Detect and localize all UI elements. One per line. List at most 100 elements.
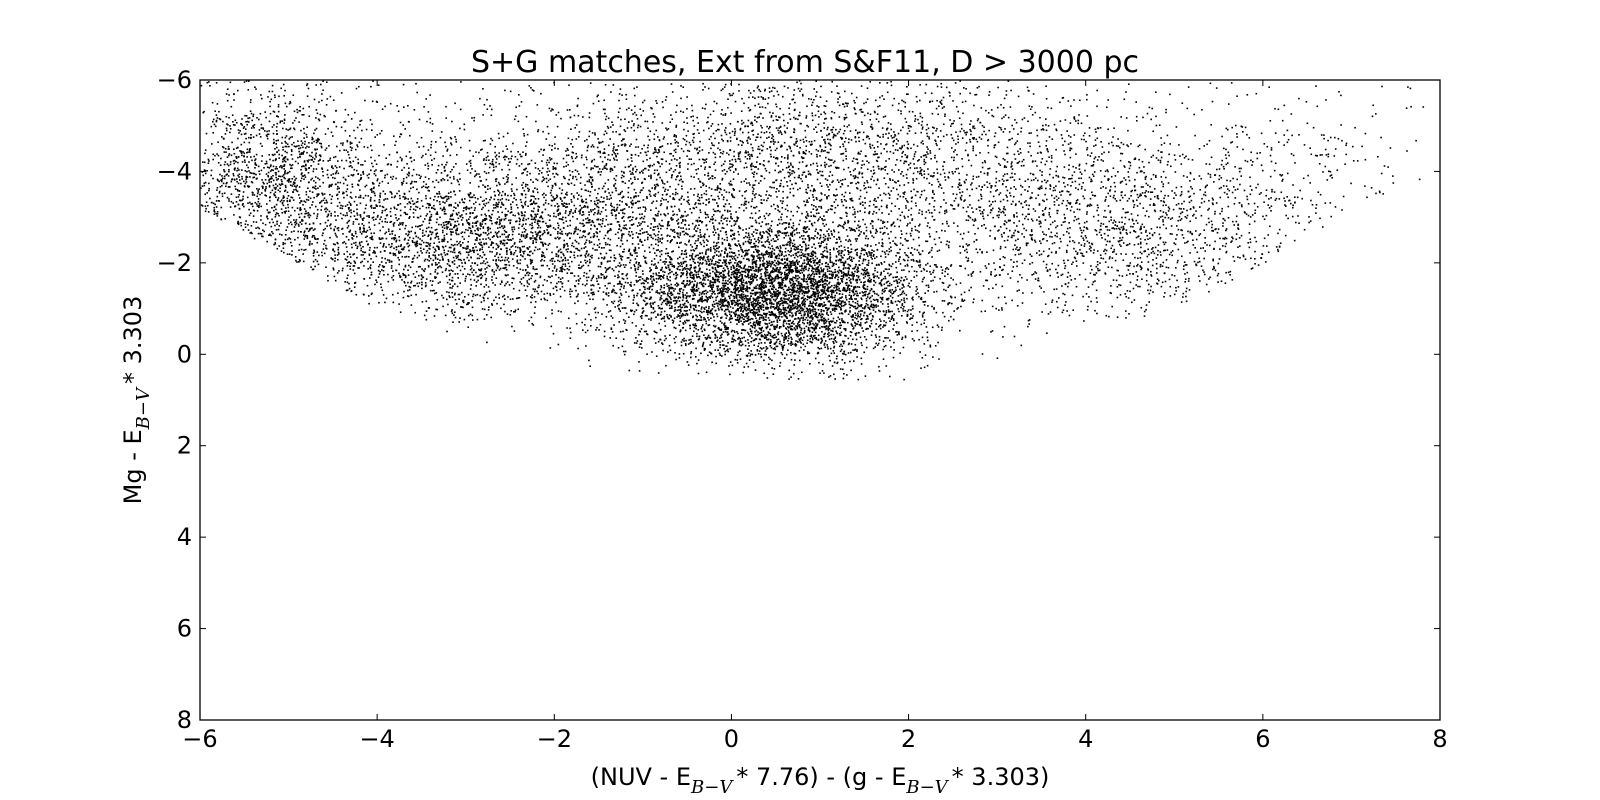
data-point <box>778 276 781 279</box>
data-point <box>819 319 821 321</box>
data-point <box>793 243 796 246</box>
data-point <box>817 314 820 317</box>
data-point <box>723 259 725 261</box>
data-point <box>714 245 717 247</box>
data-point <box>752 261 755 263</box>
data-point <box>850 323 853 325</box>
data-point <box>669 268 671 271</box>
data-point <box>992 287 994 289</box>
data-point <box>935 264 937 266</box>
data-point <box>763 232 765 234</box>
data-point <box>825 243 828 246</box>
data-point <box>609 266 611 269</box>
data-point <box>808 267 810 270</box>
data-point <box>836 355 838 358</box>
data-point <box>835 357 838 360</box>
data-point <box>736 245 738 247</box>
data-point <box>750 340 752 343</box>
data-point <box>728 304 731 306</box>
data-point <box>646 297 648 300</box>
data-point <box>797 378 800 380</box>
data-point <box>741 298 743 301</box>
data-point <box>680 275 682 278</box>
data-point <box>794 359 796 361</box>
data-point <box>831 291 833 294</box>
data-point <box>893 324 895 326</box>
data-point <box>735 293 738 296</box>
data-point <box>806 230 808 233</box>
data-point <box>754 305 756 308</box>
data-point <box>746 282 748 285</box>
data-point <box>865 321 868 323</box>
data-point <box>821 338 823 340</box>
data-point <box>707 264 710 266</box>
data-point <box>666 304 668 306</box>
data-point <box>703 293 705 295</box>
data-point <box>698 300 701 302</box>
data-point <box>678 357 681 359</box>
data-point <box>763 258 765 260</box>
data-point <box>779 308 781 310</box>
data-point <box>549 347 552 349</box>
data-point <box>803 280 806 282</box>
data-point <box>695 290 697 292</box>
data-point <box>771 277 773 279</box>
data-point <box>756 287 758 290</box>
data-point <box>600 276 602 279</box>
data-point <box>918 311 921 313</box>
data-point <box>740 341 743 343</box>
data-point <box>755 270 757 272</box>
data-point <box>830 270 833 273</box>
data-point <box>747 365 750 368</box>
data-point <box>875 263 878 266</box>
data-point <box>731 229 734 232</box>
data-point <box>916 329 919 332</box>
data-point <box>811 309 814 311</box>
data-point <box>767 317 770 319</box>
data-point <box>941 326 943 329</box>
data-point <box>784 274 786 276</box>
data-point <box>747 312 750 314</box>
data-point <box>806 335 809 337</box>
data-point <box>844 334 846 337</box>
data-point <box>898 333 900 336</box>
data-point <box>693 290 695 292</box>
data-point <box>864 306 866 308</box>
data-point <box>723 322 726 324</box>
data-point <box>791 314 794 316</box>
data-point <box>598 329 600 331</box>
data-point <box>820 310 822 313</box>
data-point <box>762 301 765 303</box>
data-point <box>717 302 719 305</box>
data-point <box>919 298 922 300</box>
data-point <box>716 287 719 290</box>
data-point <box>903 269 905 271</box>
data-point <box>677 297 679 300</box>
data-point <box>775 295 777 297</box>
data-point <box>552 332 555 335</box>
data-point <box>834 308 836 310</box>
data-point <box>818 260 820 263</box>
data-point <box>783 311 786 313</box>
data-point <box>760 292 763 295</box>
data-point <box>848 301 850 303</box>
data-point <box>791 328 794 331</box>
data-point <box>660 311 663 313</box>
data-point <box>856 292 859 295</box>
data-point <box>829 261 832 264</box>
data-point <box>822 219 824 222</box>
data-point <box>624 281 627 284</box>
data-point <box>789 308 791 310</box>
data-point <box>851 271 853 274</box>
data-point <box>642 285 645 288</box>
data-point <box>793 277 796 279</box>
data-point <box>779 282 781 284</box>
data-point <box>790 295 792 298</box>
data-point <box>759 253 761 256</box>
data-point <box>743 298 746 300</box>
data-point <box>1016 305 1019 307</box>
data-point <box>800 286 802 288</box>
data-point <box>833 342 835 345</box>
data-point <box>660 250 663 252</box>
data-point <box>795 252 798 255</box>
